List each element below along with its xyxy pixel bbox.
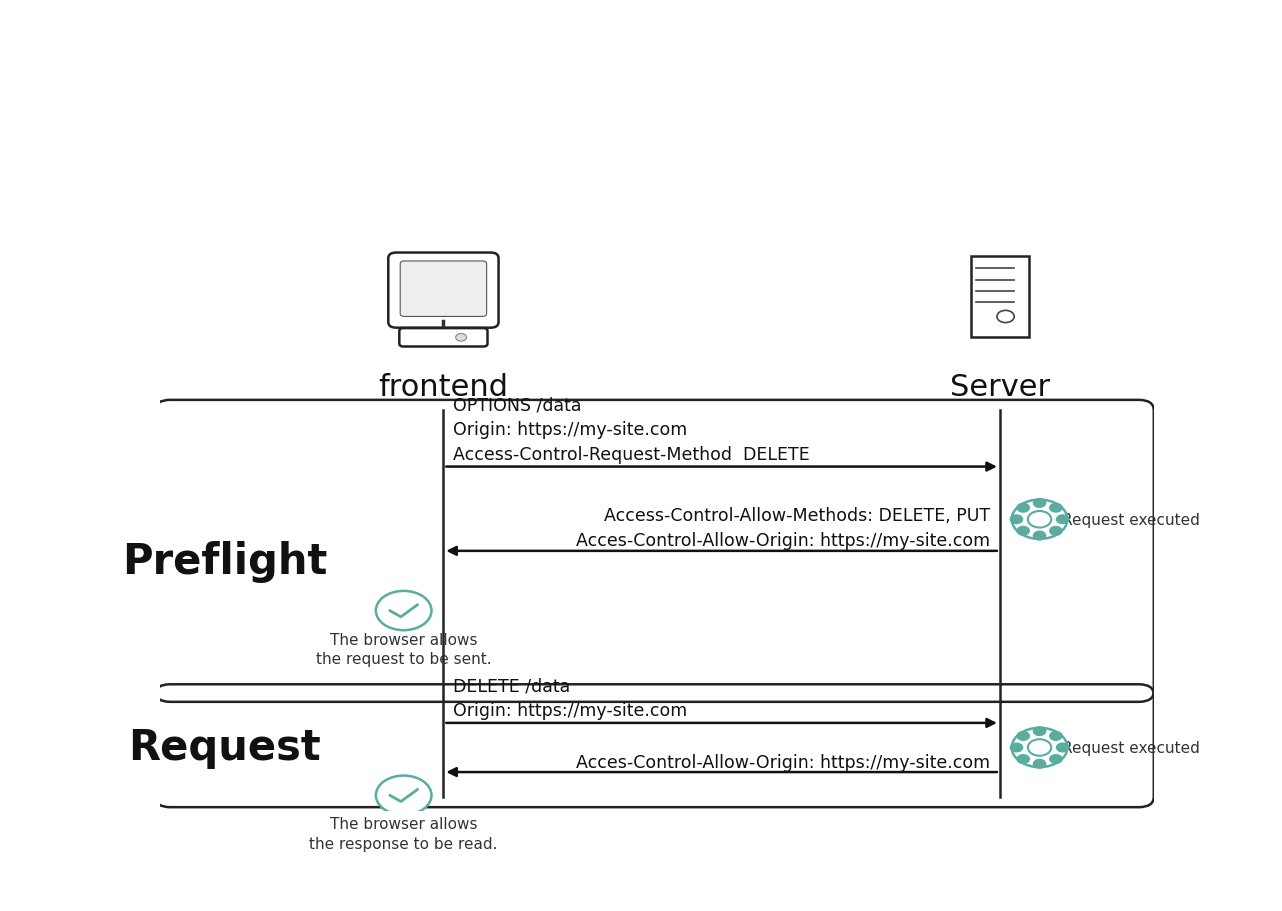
Text: frontend: frontend [378,373,509,402]
Circle shape [1050,504,1061,513]
Circle shape [1033,532,1046,540]
Text: The browser allows
the request to be sent.: The browser allows the request to be sen… [315,632,491,667]
Text: Access-Control-Allow-Methods: DELETE, PUT
Acces-Control-Allow-Origin: https://my: Access-Control-Allow-Methods: DELETE, PU… [576,507,990,550]
Circle shape [1050,527,1061,536]
Circle shape [1010,516,1023,524]
Circle shape [1017,755,1029,763]
Circle shape [376,775,432,815]
Circle shape [1017,504,1029,513]
FancyBboxPatch shape [400,261,487,317]
Circle shape [1028,740,1051,756]
Text: DELETE /data
Origin: https://my-site.com: DELETE /data Origin: https://my-site.com [454,677,687,720]
Circle shape [1010,743,1023,752]
Circle shape [1017,732,1029,741]
Circle shape [1011,728,1068,767]
Circle shape [1033,727,1046,736]
Text: OPTIONS /data
Origin: https://my-site.com
Access-Control-Request-Method  DELETE: OPTIONS /data Origin: https://my-site.co… [454,395,810,464]
Text: Request executed: Request executed [1063,512,1200,527]
Circle shape [1033,760,1046,768]
Circle shape [455,334,467,342]
Circle shape [1050,755,1061,763]
Circle shape [1033,499,1046,507]
Text: Preflight: Preflight [122,541,327,583]
Circle shape [1017,527,1029,536]
Circle shape [997,311,1014,323]
Text: Request executed: Request executed [1063,740,1200,755]
Circle shape [1011,500,1068,539]
FancyBboxPatch shape [399,329,487,347]
Circle shape [376,591,432,630]
Circle shape [1050,732,1061,741]
Text: Acces-Control-Allow-Origin: https://my-site.com: Acces-Control-Allow-Origin: https://my-s… [576,752,990,771]
Circle shape [1056,516,1069,524]
Text: The browser allows
the response to be read.: The browser allows the response to be re… [309,816,497,851]
FancyBboxPatch shape [388,253,499,328]
FancyBboxPatch shape [970,257,1028,337]
Text: Request: Request [128,727,322,769]
Circle shape [1056,743,1069,752]
Text: Server: Server [950,373,1050,402]
Circle shape [1028,511,1051,528]
